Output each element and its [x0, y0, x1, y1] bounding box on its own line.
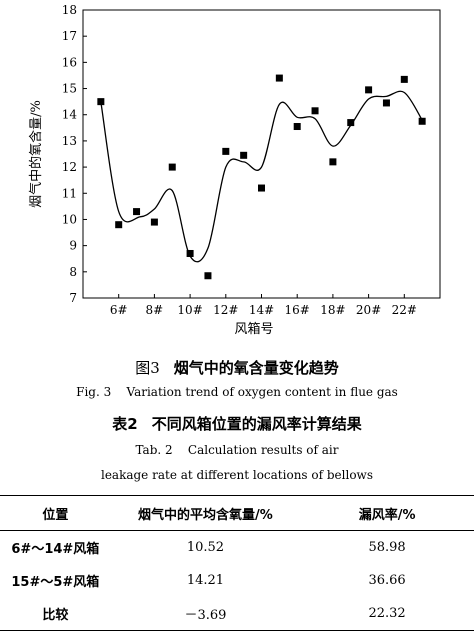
y-tick-label: 8 [69, 265, 77, 279]
fit-curve [100, 90, 423, 263]
cell-leakage-rate: 36.66 [368, 573, 406, 588]
table-row: 15#～5#风箱 14.21 36.66 [0, 564, 474, 597]
table-caption-en-line2: leakage rate at different locations of b… [100, 468, 373, 482]
data-point [240, 151, 248, 159]
y-tick-label: 10 [62, 212, 77, 226]
data-point [258, 184, 265, 192]
data-point [222, 147, 230, 155]
x-tick-label: 22# [392, 303, 417, 317]
table-row: 6#～14#风箱 10.52 58.98 [0, 531, 474, 565]
data-point [204, 272, 212, 280]
x-tick-label: 14# [249, 303, 274, 317]
data-point [115, 221, 123, 229]
data-point [133, 208, 141, 216]
y-axis-label: 烟气中的氧含量/% [28, 100, 44, 208]
x-tick-label: 20# [356, 303, 381, 317]
header-position: 位置 [0, 495, 111, 531]
y-tick-label: 13 [62, 134, 77, 148]
cell-leakage-rate: 58.98 [368, 540, 406, 555]
x-tick-label: 8# [146, 303, 164, 317]
plot-frame [82, 9, 441, 299]
y-tick-label: 7 [69, 291, 77, 305]
x-axis-label: 风箱号 [234, 321, 273, 337]
row-label: 6#～14#风箱 [11, 542, 100, 557]
x-tick-label: 16# [285, 303, 310, 317]
y-tick-label: 12 [62, 160, 77, 174]
x-tick-label: 12# [213, 303, 238, 317]
data-point [186, 249, 194, 257]
data-point [418, 117, 426, 125]
data-point [311, 107, 319, 115]
cell-avg-oxygen: －3.69 [110, 597, 301, 631]
data-point [329, 158, 337, 166]
data-point [150, 218, 158, 226]
y-tick-label: 18 [62, 3, 77, 17]
figure-caption-en: Fig. 3 Variation trend of oxygen content… [76, 385, 398, 399]
figure-caption-zh: 图3 烟气中的氧含量变化趋势 [0, 357, 474, 378]
y-axis-ticks: 7 8 9 10 11 12 13 14 15 16 17 18 [62, 3, 87, 305]
figure-title: 烟气中的氧含量变化趋势 [173, 359, 339, 377]
y-tick-label: 15 [62, 82, 77, 96]
leakage-rate-table: 位置 烟气中的平均含氧量/% 漏风率/% 6#～14#风箱 10.52 58.9… [0, 495, 474, 631]
table-caption-en-line1: Tab. 2 Calculation results of air [135, 443, 339, 457]
y-tick-label: 11 [62, 186, 77, 200]
data-point [365, 86, 373, 94]
data-point [382, 99, 390, 107]
cell-avg-oxygen: 14.21 [186, 573, 225, 588]
row-label: 比较 [0, 597, 111, 631]
x-axis-ticks: 6# 8# 10# 12# 14# 16# 18# 20# 22# [110, 294, 417, 317]
header-avg-oxygen: 烟气中的平均含氧量/% [110, 495, 301, 531]
row-label: 15#～5#风箱 [11, 575, 100, 590]
data-point [168, 163, 176, 171]
table-number: 表2 [112, 415, 138, 433]
table-caption-zh: 表2 不同风箱位置的漏风率计算结果 [0, 413, 474, 434]
cell-avg-oxygen: 10.52 [186, 540, 225, 555]
header-leakage-rate: 漏风率/% [300, 495, 474, 531]
data-point [347, 119, 355, 127]
cell-leakage-rate: 22.32 [300, 597, 474, 631]
data-point [293, 123, 301, 131]
x-tick-label: 18# [320, 303, 345, 317]
table-row: 比较 －3.69 22.32 [0, 597, 474, 631]
table-title: 不同风箱位置的漏风率计算结果 [151, 415, 362, 433]
figure-number: 图3 [135, 359, 160, 377]
x-tick-label: 10# [177, 303, 202, 317]
x-tick-label: 6# [110, 303, 128, 317]
y-tick-label: 14 [62, 108, 78, 122]
data-points [97, 74, 426, 280]
oxygen-content-chart: 7 8 9 10 11 12 13 14 15 16 17 18 6# 8# 10# 12# 14# 16# 18… [28, 3, 441, 337]
data-point [275, 74, 283, 82]
data-point [97, 98, 105, 106]
table-header-row: 位置 烟气中的平均含氧量/% 漏风率/% [0, 495, 474, 531]
y-tick-label: 17 [62, 29, 77, 43]
y-tick-label: 9 [69, 239, 77, 253]
data-point [400, 75, 408, 83]
y-tick-label: 16 [62, 55, 77, 69]
